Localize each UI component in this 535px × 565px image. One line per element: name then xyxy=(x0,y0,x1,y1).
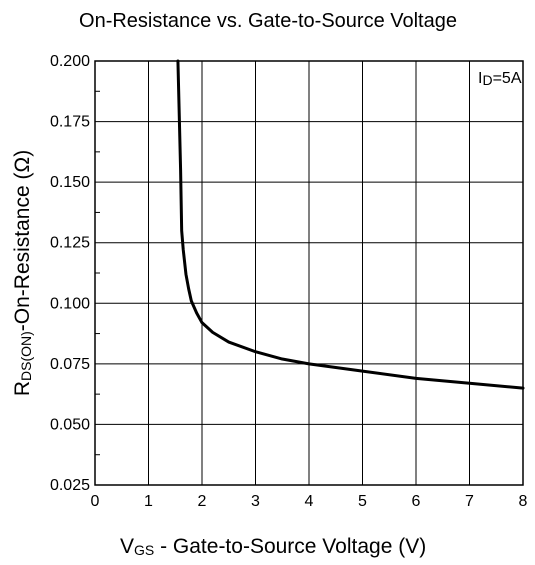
y-tick-labels: 0.025 0.050 0.075 0.100 0.125 0.150 0.175 0.200 xyxy=(50,53,90,494)
x-tick-label: 6 xyxy=(412,493,421,510)
x-tick-labels: 0 1 2 3 4 5 6 7 8 xyxy=(91,493,528,510)
x-tick-label: 2 xyxy=(198,493,207,510)
plot-frame xyxy=(94,60,524,486)
y-tick-label: 0.175 xyxy=(50,114,90,131)
x-axis-title: VGS - Gate-to-Source Voltage (V) xyxy=(120,535,426,558)
x-tick-label: 1 xyxy=(144,493,153,510)
y-axis-title-main: R xyxy=(11,381,34,396)
annotation-subscript: D xyxy=(482,72,492,88)
x-axis-title-main: V xyxy=(120,535,134,558)
y-tick-label: 0.025 xyxy=(50,477,90,494)
y-tick-label: 0.200 xyxy=(50,53,90,70)
x-axis-title-rest: - Gate-to-Source Voltage (V) xyxy=(154,535,426,558)
annotation-rest: =5A xyxy=(493,70,522,87)
x-tick-label: 8 xyxy=(519,493,528,510)
x-tick-label: 7 xyxy=(465,493,474,510)
y-axis-title-subscript: DS(ON) xyxy=(18,331,34,381)
annotation-main: I xyxy=(478,70,482,87)
y-axis-title-rest: -On-Resistance (Ω) xyxy=(11,150,34,331)
y-tick-label: 0.100 xyxy=(50,295,90,312)
x-tick-label: 5 xyxy=(358,493,367,510)
chart-title: On-Resistance vs. Gate-to-Source Voltage xyxy=(79,10,457,32)
x-tick-label: 4 xyxy=(305,493,314,510)
annotation-id: ID=5A xyxy=(478,70,522,88)
y-tick-label: 0.150 xyxy=(50,174,90,191)
y-axis-title: RDS(ON)-On-Resistance (Ω) xyxy=(11,150,34,396)
grid xyxy=(94,60,524,486)
y-tick-label: 0.125 xyxy=(50,235,90,252)
series-line xyxy=(176,59,525,390)
x-tick-label: 3 xyxy=(251,493,260,510)
y-tick-label: 0.050 xyxy=(50,416,90,433)
y-tick-label: 0.075 xyxy=(50,356,90,373)
x-tick-label: 0 xyxy=(91,493,100,510)
x-axis-title-subscript: GS xyxy=(134,542,154,558)
